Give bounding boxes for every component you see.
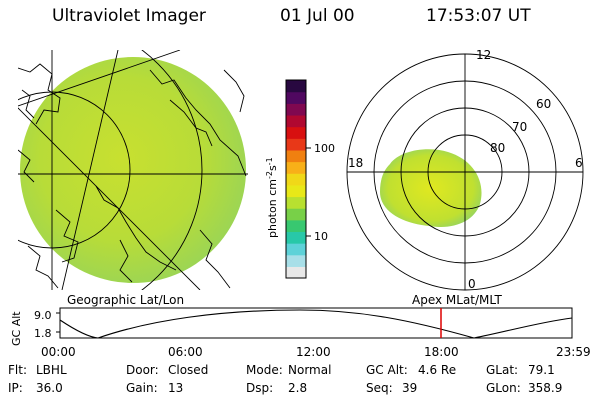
altitude-xtick-1200: 12:00	[296, 345, 331, 359]
mlat-label-80: 80	[490, 141, 505, 155]
altitude-ylabel: GC Alt	[10, 311, 23, 346]
instrument-title: Ultraviolet Imager	[52, 6, 206, 26]
altitude-xtick-2359: 23:59	[556, 345, 591, 359]
colorbar-segment	[286, 80, 306, 93]
colorbar-segment	[286, 103, 306, 116]
altitude-curve	[59, 309, 573, 339]
status-flt-value: LBHL	[36, 363, 67, 377]
polar-grid	[346, 53, 584, 291]
observation-date: 01 Jul 00	[280, 6, 355, 26]
uv-image-disk	[20, 57, 246, 283]
status-glon-label: GLon:	[486, 381, 521, 395]
colorbar-segment	[286, 173, 306, 186]
status-gcalt-value: 4.6 Re	[418, 363, 457, 377]
colorbar-segment	[286, 243, 306, 256]
status-glat-label: GLat:	[486, 363, 519, 377]
colorbar-segment	[286, 161, 306, 174]
altitude-xtick-0000: 00:00	[41, 345, 76, 359]
status-door-label: Door:	[126, 363, 159, 377]
colorbar-segment	[286, 196, 306, 209]
mlt-label-0: 0	[468, 277, 476, 291]
colorbar-segment	[286, 114, 306, 128]
colorbar-segment	[286, 138, 306, 151]
colorbar-segment	[286, 208, 306, 221]
status-glon-value: 358.9	[528, 381, 563, 395]
mlt-label-12: 12	[476, 48, 491, 62]
status-mode-value: Normal	[288, 363, 332, 377]
altitude-xtick-1800: 18:00	[424, 345, 459, 359]
status-glat-value: 79.1	[528, 363, 555, 377]
colorbar-segment	[286, 231, 306, 244]
altitude-plot: GC Alt 9.0 1.8 00:00 06:00 12:00 18:00 2…	[10, 307, 591, 359]
status-ip-label: IP:	[8, 381, 23, 395]
mlat-label-70: 70	[512, 120, 527, 134]
colorbar-segment	[286, 266, 306, 279]
colorbar-segment	[286, 219, 306, 233]
status-gain-value: 13	[168, 381, 184, 395]
altitude-ytick-1.8: 1.8	[34, 327, 52, 340]
mlt-label-18: 18	[348, 156, 363, 170]
colorbar-unit-label: photon cm-2s-1	[265, 157, 279, 238]
status-seq-value: 39	[402, 381, 418, 395]
status-ip-value: 36.0	[36, 381, 63, 395]
status-door-value: Closed	[168, 363, 209, 377]
altitude-xtick-0600: 06:00	[168, 345, 203, 359]
mlt-label-6: 6	[575, 156, 583, 170]
lat-lon-grid	[18, 50, 248, 290]
status-flt-label: Flt:	[8, 363, 27, 377]
status-gain-label: Gain:	[126, 381, 158, 395]
polar-caption: Apex MLat/MLT	[412, 293, 502, 307]
colorbar-segment	[286, 184, 306, 198]
status-gcalt-label: GC Alt:	[366, 363, 408, 377]
altitude-ytick-9: 9.0	[34, 309, 52, 322]
colorbar-segment	[286, 149, 306, 163]
mlat-label-60: 60	[536, 97, 551, 111]
observation-time: 17:53:07 UT	[426, 6, 531, 26]
apex-polar-panel: 12 18 6 0 60 70 80	[346, 48, 584, 291]
geo-caption: Geographic Lat/Lon	[67, 293, 184, 307]
coastlines	[18, 63, 247, 289]
colorbar-segment	[286, 91, 306, 104]
status-dsp-value: 2.8	[288, 381, 308, 395]
colorbar-segment	[286, 254, 306, 267]
status-mode-label: Mode:	[246, 363, 283, 377]
color-bar: 100 10 photon cm-2s-1	[265, 79, 335, 279]
colorbar-tick-10: 10	[314, 230, 328, 243]
status-dsp-label: Dsp:	[246, 381, 274, 395]
geographic-map-panel	[18, 50, 248, 290]
colorbar-segment	[286, 126, 306, 139]
auroral-oval	[380, 149, 482, 228]
status-seq-label: Seq:	[366, 381, 393, 395]
colorbar-tick-100: 100	[314, 142, 335, 155]
